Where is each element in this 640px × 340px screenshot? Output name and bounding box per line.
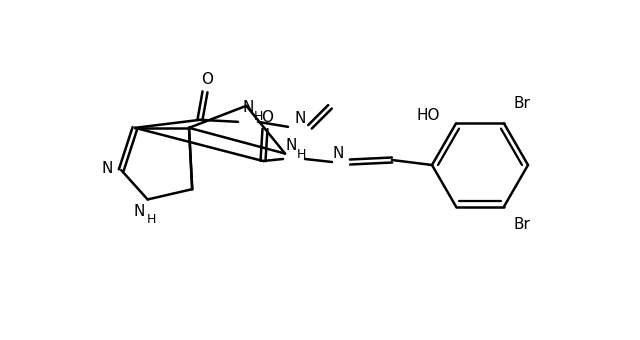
Text: O: O xyxy=(261,109,273,124)
Text: N: N xyxy=(332,147,344,162)
Text: H: H xyxy=(253,110,262,123)
Text: N: N xyxy=(285,137,297,153)
Text: HO: HO xyxy=(416,108,440,123)
Text: N: N xyxy=(102,161,113,176)
Text: Br: Br xyxy=(513,96,531,111)
Text: O: O xyxy=(201,72,213,87)
Text: N: N xyxy=(294,111,306,126)
Text: N: N xyxy=(243,100,253,115)
Text: H: H xyxy=(147,213,156,226)
Text: Br: Br xyxy=(513,217,531,232)
Text: H: H xyxy=(296,148,306,160)
Text: N: N xyxy=(134,204,145,219)
